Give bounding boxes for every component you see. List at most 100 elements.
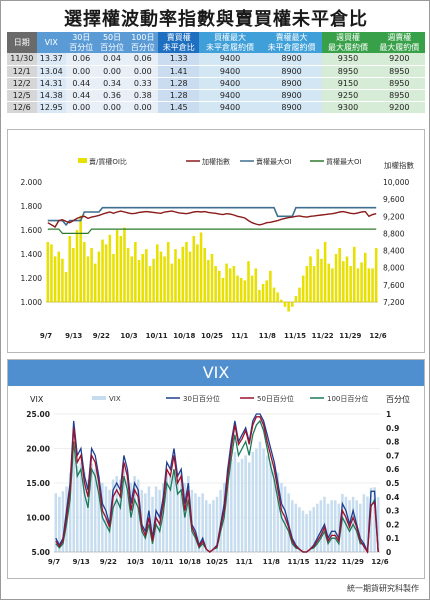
ratio-bar: [61, 258, 64, 302]
x-tick-label: 10/11: [152, 558, 174, 566]
ratio-bar: [280, 299, 283, 302]
cell-put_oi: 8900: [260, 101, 323, 115]
ratio-bar: [327, 263, 331, 302]
cell-p100: 0.00: [127, 65, 159, 78]
vix-bar: [265, 455, 269, 552]
ratio-bar: [141, 254, 144, 302]
vix-bar: [119, 479, 122, 552]
cell-ratio: 1.41: [158, 65, 200, 78]
x-tick-label: 10/3: [127, 558, 144, 566]
x-tick-label: 10/18: [179, 558, 201, 566]
vix-bar: [319, 500, 323, 552]
cell-p50: 0.00: [96, 101, 128, 115]
cell-call_oi: 9400: [199, 89, 261, 103]
vix-bar: [133, 476, 136, 552]
cell-p30: 0.44: [65, 77, 97, 91]
p50-line: [55, 416, 379, 554]
ratio-bar: [79, 215, 82, 302]
x-tick-label: 9/13: [65, 332, 82, 340]
cell-put_oi: 8900: [260, 77, 323, 91]
ratio-bar: [199, 232, 203, 302]
header-line: 30日: [72, 32, 91, 42]
y-tick-left: 5.00: [31, 548, 50, 557]
ratio-bar: [247, 261, 250, 302]
ratio-bar: [371, 268, 374, 302]
y-tick-right: 0.7: [386, 451, 399, 460]
ratio-bar: [174, 249, 177, 302]
legend-label: 30日百分位: [183, 394, 220, 403]
y-tick-right: 0.4: [386, 493, 399, 502]
x-tick-label: 11/1: [231, 332, 248, 340]
ratio-bar: [53, 256, 57, 302]
header-p30: 30日 百分位: [65, 32, 97, 53]
ratio-bar: [232, 266, 236, 302]
cell-date: 12/1: [7, 65, 37, 78]
cell-wk_call: 9150: [322, 77, 374, 91]
ratio-bar: [261, 284, 265, 302]
x-tick-label: 10/11: [146, 332, 168, 340]
ratio-bar: [342, 261, 345, 302]
vix-bar: [61, 491, 65, 552]
vix-bar: [230, 458, 233, 552]
legend-label: 100日百分位: [327, 394, 368, 403]
ratio-bar: [123, 227, 126, 302]
vix-bar: [165, 472, 169, 552]
header-wk_put: 週賣權 最大履約價: [373, 32, 425, 53]
ratio-bar: [356, 268, 360, 302]
cell-vix: 14.38: [36, 89, 66, 103]
ratio-bar: [305, 266, 309, 302]
vix-bar: [204, 500, 208, 552]
vix-bar: [176, 476, 179, 552]
legend-label: 賣/買權OI比: [89, 157, 127, 166]
vix-bar: [366, 496, 369, 552]
ratio-bar: [188, 251, 192, 302]
cell-p30: 0.06: [65, 53, 97, 66]
legend-swatch-ratio: [78, 158, 87, 163]
vix-bar: [197, 496, 201, 552]
vix-bar: [226, 469, 230, 552]
vix-bar: [330, 500, 333, 552]
cell-vix: 13.37: [36, 53, 66, 66]
y-tick-left: 25.00: [26, 410, 50, 419]
ratio-bar: [126, 248, 130, 302]
vix-bar: [115, 476, 118, 552]
ratio-bar: [210, 254, 214, 302]
cell-ratio: 1.45: [158, 101, 200, 115]
table-row: 12/1 13.04 0.00 0.00 0.00 1.41 9400 8900 8950 895…: [7, 65, 425, 78]
header-vix: VIX: [36, 32, 66, 53]
vix-bar: [93, 469, 97, 552]
vix-bar: [240, 458, 244, 552]
ratio-bar: [196, 244, 199, 302]
ratio-bar: [86, 256, 90, 302]
ratio-bar: [50, 244, 53, 302]
oi-ratio-chart-panel: 賣/買權OI比 加權指數 賣權最大OI 買權最大OI 加權指數 1.000 1.200 1.4…: [7, 129, 425, 353]
ratio-bar: [137, 260, 141, 302]
x-tick-label: 11/22: [312, 332, 334, 340]
put-oi-line: [47, 228, 377, 234]
header-line: VIX: [44, 37, 58, 47]
ratio-bar: [159, 251, 163, 302]
vix-chart: VIX 30日百分位 50日百分位 100日百分位 VIX 百分位 5.00 10.00 15.…: [26, 394, 410, 566]
vix-bar: [326, 503, 330, 552]
cell-wk_put: 9200: [373, 101, 425, 115]
ratio-bar: [46, 242, 50, 302]
ratio-bar: [148, 266, 152, 302]
ratio-bar: [214, 266, 217, 302]
cell-wk_call: 9250: [322, 89, 374, 103]
ratio-bar: [115, 230, 119, 302]
vix-bar: [54, 493, 58, 552]
header-line: 最大履約價: [379, 42, 420, 52]
y-tick-right: 10,000: [383, 178, 409, 187]
x-tick-label: 9/22: [100, 558, 117, 566]
cell-date: 11/30: [7, 53, 37, 66]
vix-bar: [90, 463, 93, 552]
y-tick-right: 0.9: [386, 424, 399, 433]
cell-wk_call: 8950: [322, 65, 374, 78]
y-tick-right: 7,200: [383, 298, 405, 307]
cell-call_oi: 9400: [199, 65, 261, 78]
y-tick-right: 8,400: [383, 247, 405, 256]
ratio-bar: [207, 260, 210, 302]
vix-bar: [269, 462, 272, 552]
ratio-bar: [218, 270, 221, 302]
ratio-bar: [269, 270, 272, 302]
